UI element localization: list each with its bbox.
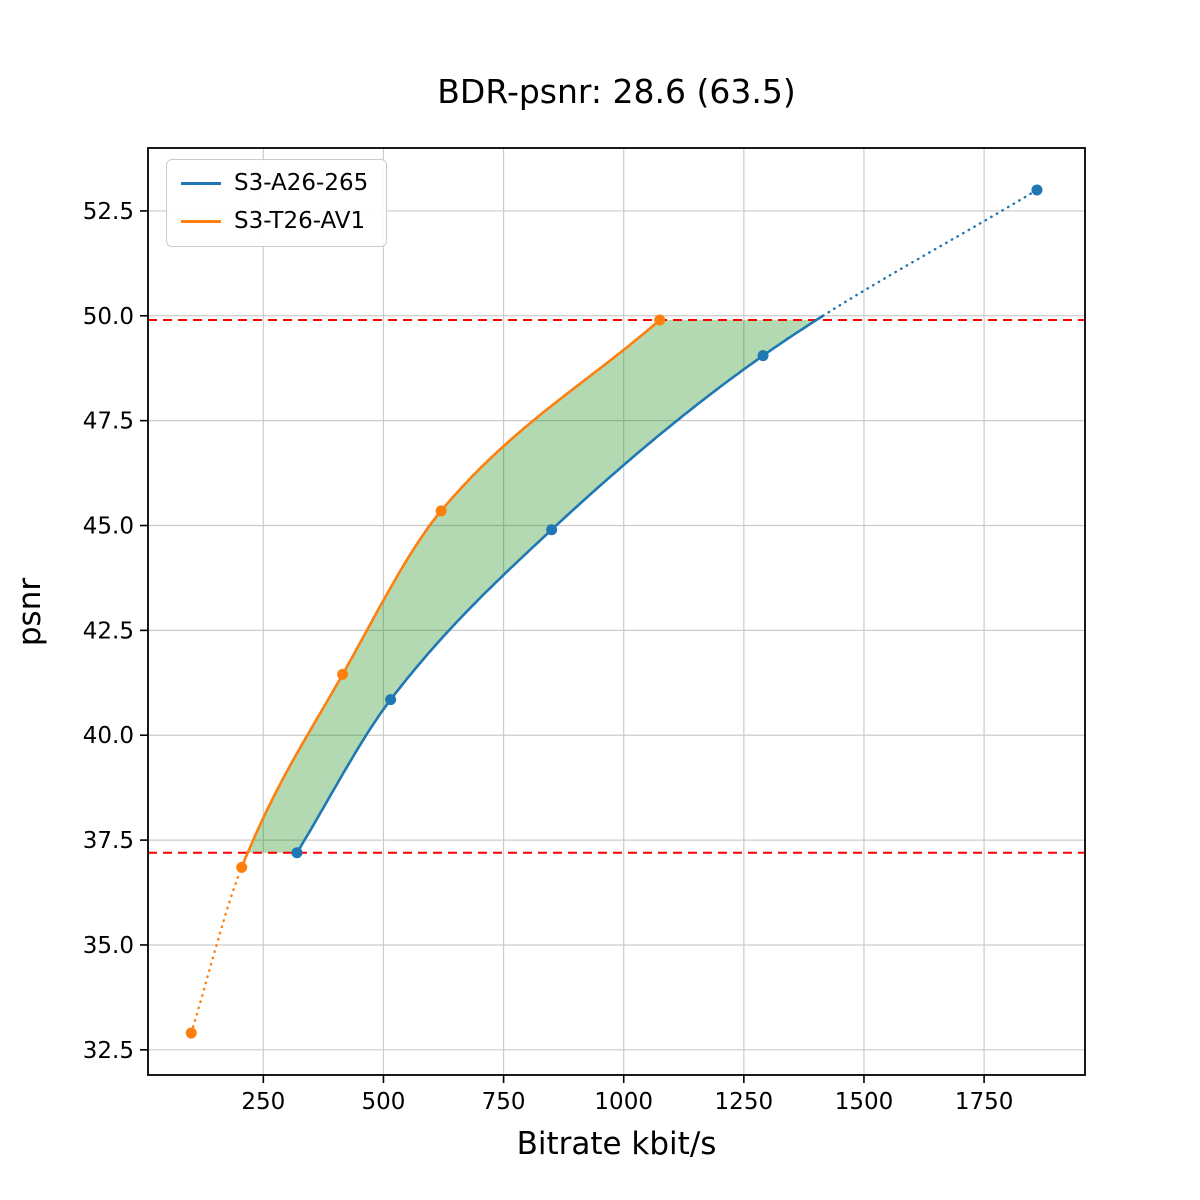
y-tick-label: 52.5 bbox=[83, 199, 134, 225]
x-tick-label: 1000 bbox=[594, 1089, 653, 1115]
legend: S3-A26-265 S3-T26-AV1 bbox=[166, 159, 388, 247]
data-point-marker bbox=[757, 350, 769, 362]
data-point-marker bbox=[435, 505, 447, 517]
y-tick-label: 32.5 bbox=[83, 1038, 134, 1064]
y-tick-label: 35.0 bbox=[83, 933, 134, 959]
data-point-marker bbox=[546, 524, 558, 536]
legend-line-sample-blue bbox=[181, 181, 221, 185]
x-tick-label: 1250 bbox=[715, 1089, 774, 1115]
grid-lines bbox=[148, 148, 1085, 1075]
y-tick-label: 40.0 bbox=[83, 723, 134, 749]
axis-ticks: 250 500 750 1000 1250 1500 1750 32.5 35.0 37.5 40.… bbox=[83, 199, 1014, 1115]
data-point-marker bbox=[337, 668, 349, 680]
x-tick-label: 500 bbox=[361, 1089, 405, 1115]
y-tick-label: 42.5 bbox=[83, 618, 134, 644]
data-point-marker bbox=[1031, 184, 1043, 196]
data-point-marker bbox=[185, 1027, 197, 1039]
legend-item-s3-t26-av1: S3-T26-AV1 bbox=[181, 208, 368, 234]
y-tick-label: 37.5 bbox=[83, 828, 134, 854]
series-s3-a26-265 bbox=[291, 184, 1043, 859]
legend-line-sample-orange bbox=[181, 219, 221, 223]
data-point-marker bbox=[291, 847, 303, 859]
x-tick-label: 1750 bbox=[955, 1089, 1014, 1115]
y-axis-label: psnr bbox=[12, 577, 48, 647]
legend-label: S3-T26-AV1 bbox=[234, 208, 366, 234]
data-point-marker bbox=[236, 861, 248, 873]
x-tick-label: 1500 bbox=[835, 1089, 894, 1115]
x-tick-label: 250 bbox=[241, 1089, 285, 1115]
data-point-marker bbox=[385, 694, 397, 706]
data-point-marker bbox=[654, 314, 666, 326]
x-tick-label: 750 bbox=[482, 1089, 526, 1115]
legend-item-s3-a26-265: S3-A26-265 bbox=[181, 170, 368, 196]
bd-rate-fill-region bbox=[247, 320, 817, 853]
y-tick-label: 47.5 bbox=[83, 409, 134, 435]
x-axis-label: Bitrate kbit/s bbox=[516, 1126, 717, 1162]
series-s3-t26-av1 bbox=[185, 314, 666, 1039]
axes-frame bbox=[147, 147, 1086, 1076]
y-tick-label: 45.0 bbox=[83, 514, 134, 540]
legend-label: S3-A26-265 bbox=[234, 170, 369, 196]
chart-title: BDR-psnr: 28.6 (63.5) bbox=[437, 72, 796, 111]
y-tick-label: 50.0 bbox=[83, 304, 134, 330]
